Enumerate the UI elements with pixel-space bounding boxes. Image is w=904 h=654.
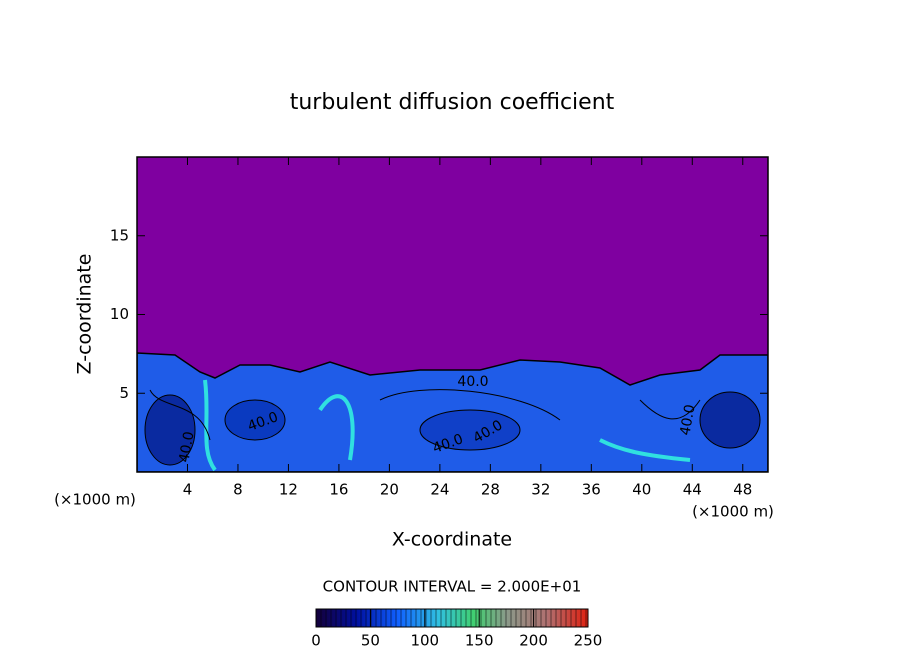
x-tick-label: 12 — [279, 481, 298, 499]
x-tick-label: 28 — [481, 481, 500, 499]
contour-field — [137, 157, 768, 472]
colorbar-tick-label: 250 — [574, 632, 603, 650]
x-tick-label: 44 — [683, 481, 702, 499]
y-tick-label: 15 — [110, 226, 129, 244]
x-axis-label: X-coordinate — [392, 529, 512, 551]
y-tick-label: 5 — [119, 384, 129, 402]
y-axis-label: Z-coordinate — [74, 254, 96, 375]
colorbar-tick-label: 0 — [311, 632, 321, 650]
x-tick-label: 32 — [531, 481, 550, 499]
x-tick-label: 48 — [733, 481, 752, 499]
x-tick-label: 24 — [430, 481, 449, 499]
y-tick-label: 10 — [110, 305, 129, 323]
x-tick-label: 4 — [183, 481, 193, 499]
x-tick-label: 16 — [329, 481, 348, 499]
contour-interval: CONTOUR INTERVAL = 2.000E+01 — [323, 578, 582, 596]
colorbar — [315, 608, 589, 628]
colorbar-tick-label: 200 — [519, 632, 548, 650]
x-unit-left: (×1000 m) — [54, 491, 136, 509]
chart-title: turbulent diffusion coefficient — [290, 90, 615, 115]
x-tick-label: 8 — [233, 481, 243, 499]
x-tick-label: 36 — [582, 481, 601, 499]
contour-label: 40.0 — [176, 430, 197, 463]
x-unit-right: (×1000 m) — [692, 503, 774, 521]
colorbar-tick-label: 150 — [465, 632, 494, 650]
colorbar-tick-label: 50 — [361, 632, 380, 650]
contour-label: 40.0 — [677, 403, 698, 436]
x-tick-label: 40 — [632, 481, 651, 499]
x-tick-label: 20 — [380, 481, 399, 499]
contour-label: 40.0 — [457, 374, 488, 390]
colorbar-tick-label: 100 — [410, 632, 439, 650]
